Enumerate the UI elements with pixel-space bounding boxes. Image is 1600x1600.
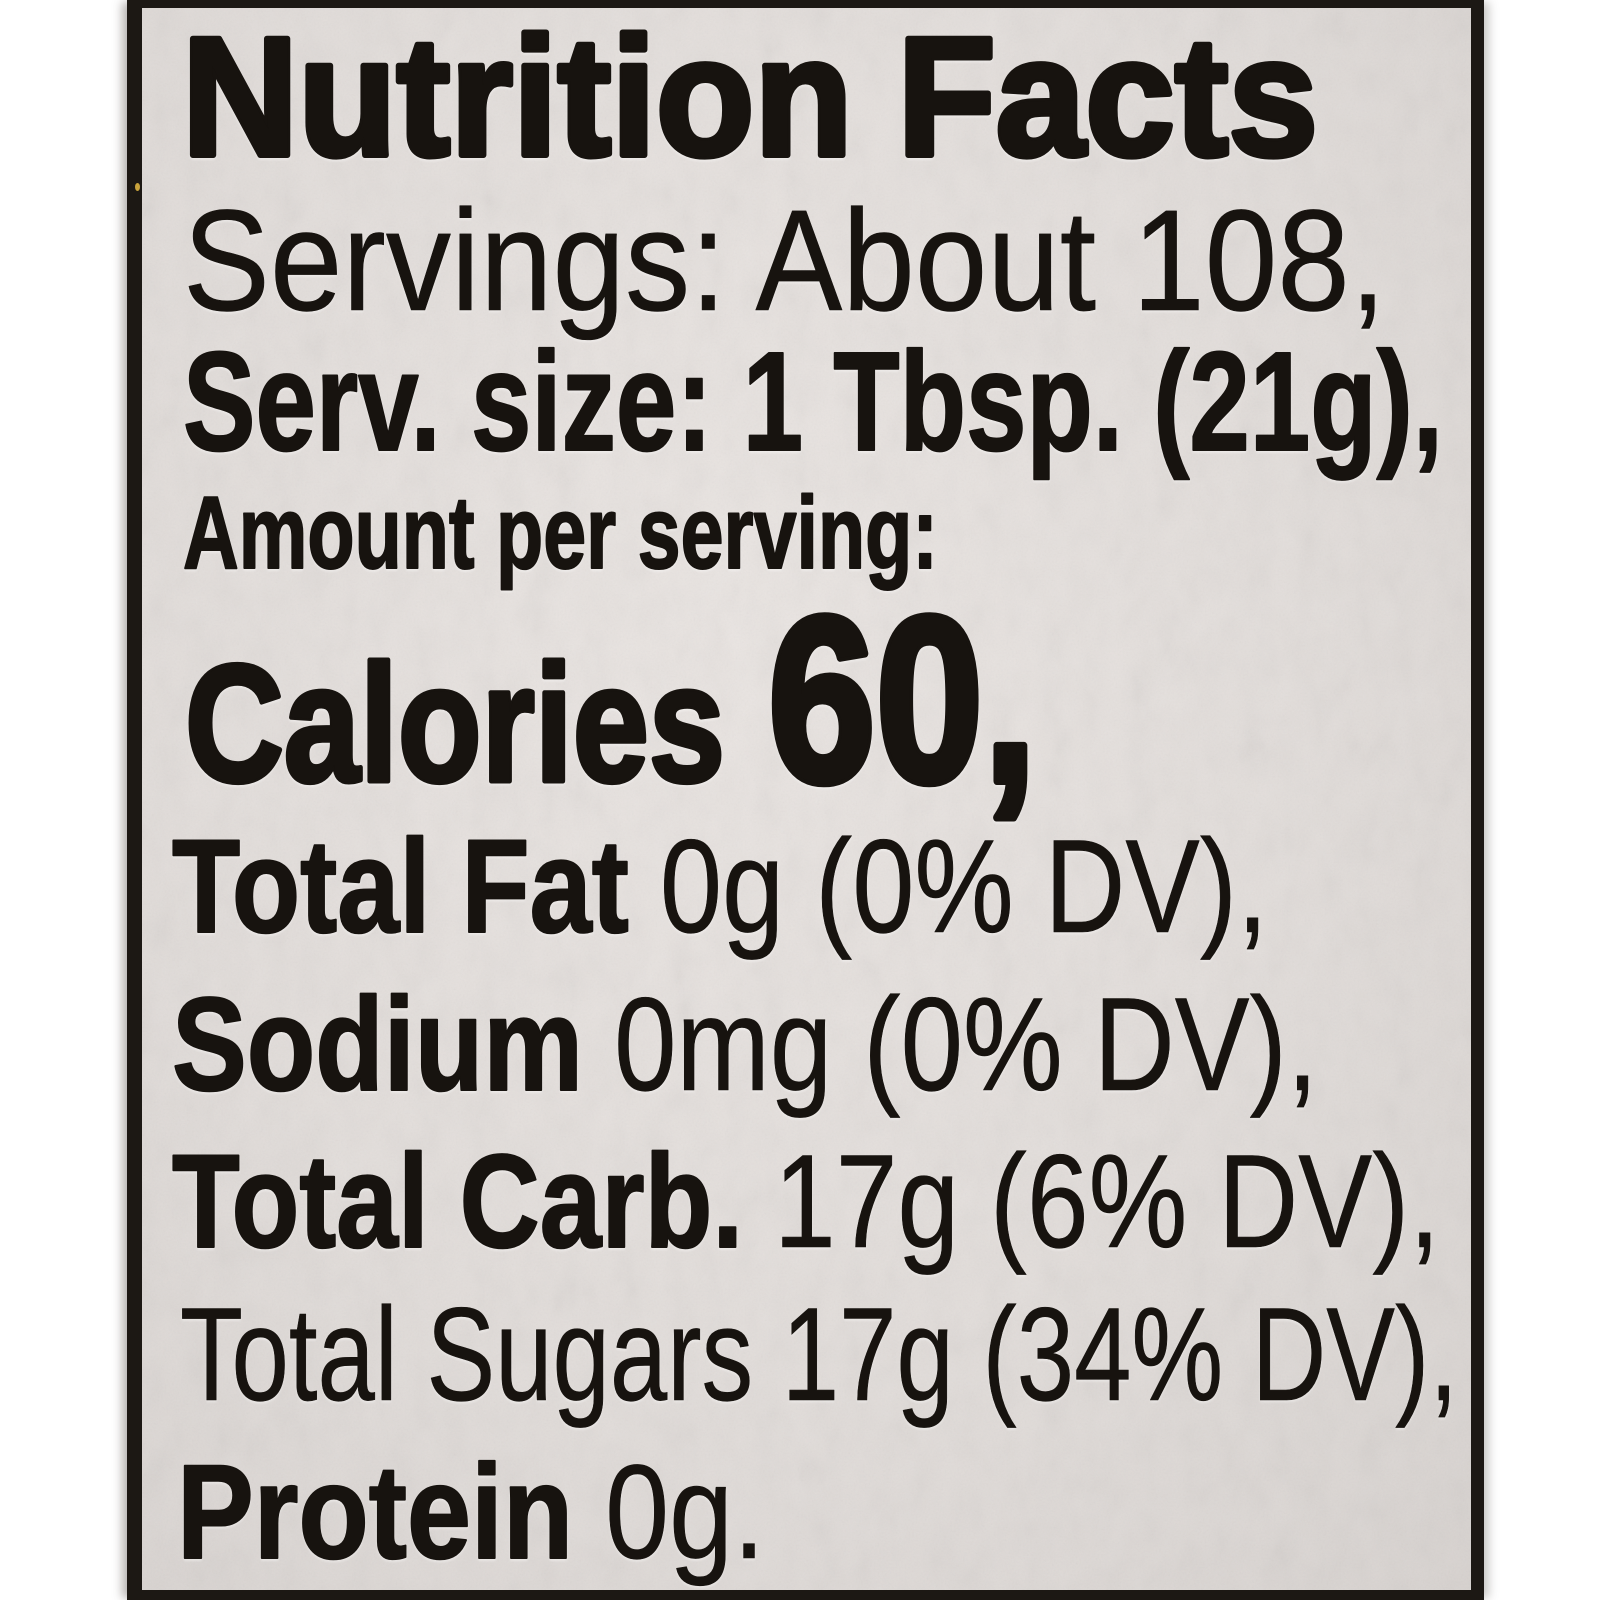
total-fat-label: Total Fat [172, 813, 660, 961]
sodium-label: Sodium [172, 971, 614, 1119]
label-border-bottom [127, 1590, 1484, 1600]
protein-row: Protein 0g. [177, 1438, 765, 1587]
nutrition-label-panel [127, 0, 1484, 1600]
paper-texture [127, 0, 1484, 1600]
calories-label: Calories [185, 631, 725, 817]
label-border-right [1471, 0, 1484, 1600]
label-border-left [127, 0, 142, 1600]
amount-per-serving-row: Amount per serving: [183, 475, 938, 590]
total-fat-value: 0g (0% DV), [660, 813, 1268, 961]
total-carb-label: Total Carb. [172, 1128, 774, 1276]
total-carb-value: 17g (6% DV), [774, 1128, 1440, 1276]
grain-texture-rect [127, 0, 1484, 1600]
protein-label: Protein [177, 1438, 605, 1587]
total-sugars-row: Total Sugars 17g (34% DV), [180, 1281, 1458, 1429]
calories-value: 60, [768, 568, 1037, 832]
total-carb-row: Total Carb. 17g (6% DV), [172, 1128, 1440, 1276]
serving-size-row: Serv. size: 1 Tbsp. (21g), [183, 322, 1443, 480]
protein-value: 0g. [605, 1438, 765, 1587]
sodium-value: 0mg (0% DV), [614, 971, 1318, 1119]
dust-speck [135, 183, 140, 191]
label-border-top [127, 0, 1484, 8]
total-fat-row: Total Fat 0g (0% DV), [172, 813, 1268, 961]
sodium-row: Sodium 0mg (0% DV), [172, 971, 1318, 1119]
servings-row: Servings: About 108, [183, 180, 1386, 341]
nutrition-facts-title: Nutrition Facts [182, 2, 1318, 191]
